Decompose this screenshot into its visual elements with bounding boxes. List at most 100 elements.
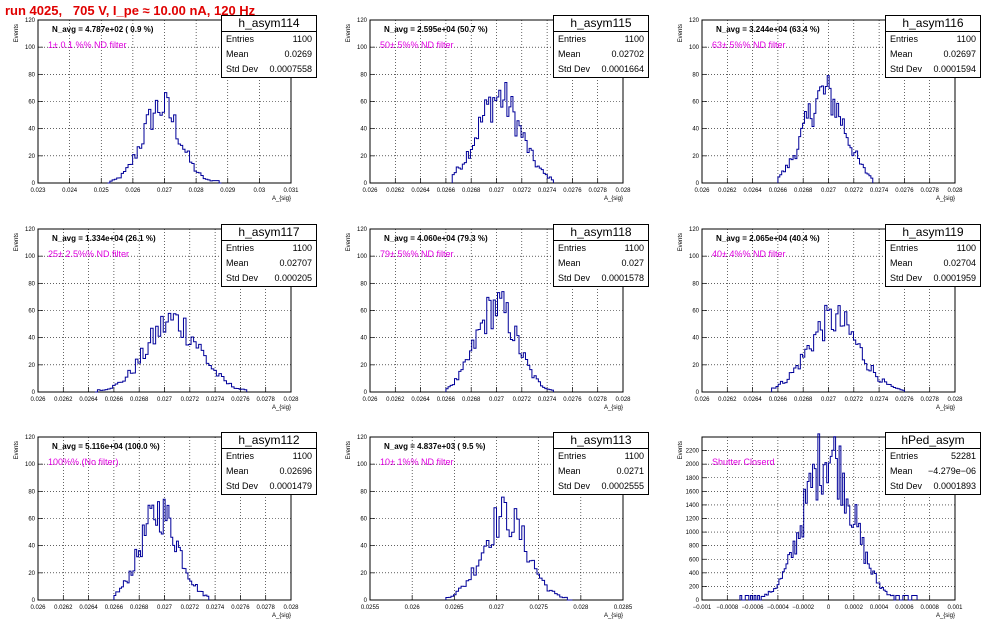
y-tick-label: 0: [32, 181, 36, 187]
x-axis-label: A_{sig}: [604, 405, 623, 411]
stats-row: Mean 0.0271: [554, 464, 648, 479]
y-tick-label: 0: [364, 181, 368, 187]
y-tick-label: 0: [32, 598, 36, 604]
x-tick-label: 0.0266: [769, 397, 788, 403]
y-axis-label: Events: [14, 441, 20, 459]
x-tick-label: −0.0008: [716, 605, 739, 611]
x-tick-label: 0.0268: [462, 188, 481, 194]
x-tick-label: 0.0272: [513, 188, 532, 194]
y-tick-label: 20: [28, 571, 35, 577]
stats-value: 0.02704: [943, 258, 976, 268]
stats-row: Mean 0.02707: [222, 256, 316, 271]
x-tick-label: 0.0262: [386, 397, 405, 403]
x-axis-label: A_{sig}: [272, 613, 291, 619]
histogram-outline: [107, 92, 222, 184]
y-tick-label: 60: [360, 517, 367, 523]
y-tick-label: 60: [360, 100, 367, 106]
stats-row: Mean 0.027: [554, 256, 648, 271]
x-tick-label: 0.0276: [231, 605, 250, 611]
filter-label: 50± 5%% ND filter: [380, 40, 454, 50]
x-tick-label: 0.026: [405, 605, 421, 611]
y-tick-label: 2200: [686, 449, 700, 455]
stats-key: Std Dev: [890, 64, 923, 74]
x-tick-label: 0.0262: [54, 605, 73, 611]
y-tick-label: 60: [692, 100, 699, 106]
y-tick-label: 60: [360, 309, 367, 315]
x-tick-label: 0.0266: [437, 188, 456, 194]
y-tick-label: 20: [360, 154, 367, 160]
stats-value: 0.0001959: [933, 273, 976, 283]
stats-row: Entries 52281: [886, 449, 980, 464]
y-tick-label: 0: [696, 181, 700, 187]
filter-label: 25± 2.5%% ND filter: [48, 249, 129, 259]
histogram-h_asym116: 0.026 0.0262 0.0264 0.0266 0.0268 0.027 0.0272…: [678, 18, 963, 202]
navg-label: N_avg = 4.787e+02 ( 0.9 %): [52, 25, 154, 34]
x-tick-label: 0.027: [157, 188, 173, 194]
stats-row: Entries 1100: [222, 32, 316, 47]
y-tick-label: 800: [689, 544, 700, 550]
x-tick-label: 0.0274: [206, 397, 225, 403]
histogram-outline: [771, 304, 905, 392]
x-tick-label: 0.0262: [718, 397, 737, 403]
stats-row: Entries 1100: [886, 32, 980, 47]
x-tick-label: 0.0275: [529, 605, 548, 611]
y-tick-label: 120: [357, 18, 368, 24]
stats-box: hPed_asym Entries 52281 Mean −4.279e−06 Std D…: [885, 432, 981, 495]
stats-box: h_asym118 Entries 1100 Mean 0.027 Std Dev 0.00…: [553, 224, 649, 287]
x-tick-label: 0.024: [62, 188, 78, 194]
y-tick-label: 20: [692, 363, 699, 369]
x-tick-label: 0: [827, 605, 831, 611]
x-axis-label: A_{sig}: [604, 196, 623, 202]
stats-value: 1100: [624, 451, 644, 461]
x-tick-label: 0.0255: [361, 605, 380, 611]
stats-key: Entries: [890, 34, 919, 44]
y-axis-label: Events: [14, 233, 20, 251]
stats-row: Entries 1100: [554, 241, 648, 256]
x-tick-label: 0.026: [30, 397, 46, 403]
stats-box: h_asym117 Entries 1100 Mean 0.02707 Std Dev 0.…: [221, 224, 317, 287]
x-tick-label: 0.028: [615, 188, 631, 194]
y-tick-label: 80: [28, 72, 35, 78]
x-tick-label: 0.0264: [411, 397, 430, 403]
x-tick-label: 0.0274: [538, 188, 557, 194]
stats-row: Entries 1100: [554, 449, 648, 464]
stats-value: 0.02697: [943, 49, 976, 59]
y-tick-label: 100: [357, 254, 368, 260]
navg-label: N_avg = 2.595e+04 (50.7 %): [384, 25, 488, 34]
stats-value: 0.02707: [279, 258, 312, 268]
stats-key: Mean: [890, 49, 913, 59]
x-tick-label: 0.026: [362, 397, 378, 403]
navg-label: N_avg = 4.060e+04 (79.3 %): [384, 234, 488, 243]
histogram-outline: [777, 75, 874, 183]
y-axis-label: Events: [14, 24, 20, 42]
histogram-outline: [94, 312, 248, 393]
x-tick-label: −0.001: [693, 605, 712, 611]
x-tick-label: 0.031: [283, 188, 299, 194]
stats-key: Std Dev: [558, 273, 591, 283]
y-tick-label: 1600: [686, 489, 700, 495]
x-tick-label: 0.0268: [462, 397, 481, 403]
y-tick-label: 100: [25, 254, 36, 260]
y-tick-label: 80: [692, 281, 699, 287]
stats-key: Entries: [890, 243, 919, 253]
histogram-outline: [445, 496, 573, 601]
stats-box: h_asym114 Entries 1100 Mean 0.0269 Std Dev 0.0…: [221, 15, 317, 78]
stats-key: Mean: [226, 49, 249, 59]
x-tick-label: 0.0266: [437, 397, 456, 403]
histogram-outline: [451, 82, 554, 183]
y-axis-label: Events: [346, 24, 352, 42]
histogram-outline: [445, 291, 554, 392]
y-tick-label: 100: [357, 462, 368, 468]
y-axis-label: Events: [678, 441, 684, 459]
y-axis-label: Events: [346, 441, 352, 459]
stats-key: Mean: [226, 258, 249, 268]
y-tick-label: 80: [28, 489, 35, 495]
x-tick-label: 0.027: [489, 605, 505, 611]
x-tick-label: 0.027: [489, 188, 505, 194]
x-tick-label: 0.0006: [895, 605, 914, 611]
y-tick-label: 80: [692, 72, 699, 78]
stats-value: 1100: [624, 34, 644, 44]
x-tick-label: 0.0278: [921, 397, 940, 403]
stats-box: h_asym119 Entries 1100 Mean 0.02704 Std Dev 0.…: [885, 224, 981, 287]
